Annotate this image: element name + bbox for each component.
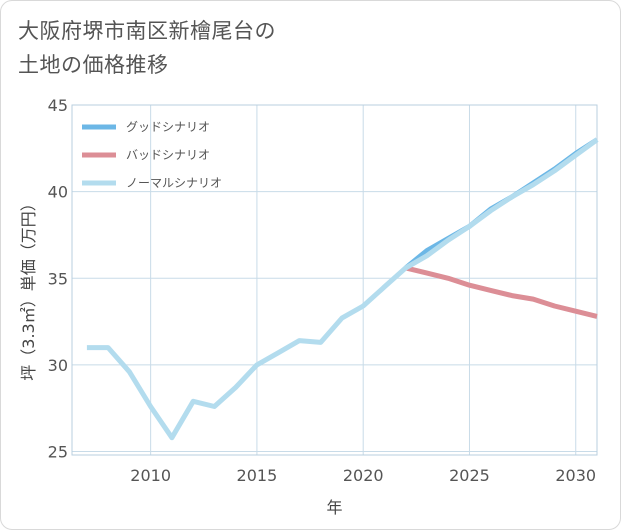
x-axis-label: 年 [326, 498, 342, 517]
y-tick-label: 30 [48, 356, 68, 375]
y-tick-label: 45 [48, 96, 68, 115]
x-axis-ticks: 2010 2015 2020 2025 2030 [130, 466, 596, 485]
x-tick-label: 2025 [449, 466, 490, 485]
y-tick-label: 25 [48, 443, 68, 462]
x-tick-label: 2010 [130, 466, 171, 485]
y-axis-ticks: 25 30 35 40 45 [48, 96, 68, 462]
legend-label-good: グッドシナリオ [126, 120, 210, 134]
legend-label-normal: ノーマルシナリオ [126, 176, 222, 190]
series-layer [86, 137, 599, 441]
x-tick-label: 2030 [555, 466, 596, 485]
x-tick-label: 2015 [237, 466, 278, 485]
page-title: 大阪府堺市南区新檜尾台の 土地の価格推移 [18, 19, 276, 77]
series-line-normal [86, 137, 599, 441]
y-tick-label: 40 [48, 183, 68, 202]
y-tick-label: 35 [48, 269, 68, 288]
y-axis-label: 坪（3.3㎡）単価（万円） [19, 195, 38, 380]
x-tick-label: 2020 [343, 466, 384, 485]
legend-label-bad: バッドシナリオ [126, 148, 210, 162]
series-line-bad [405, 265, 598, 319]
plot-border [71, 104, 598, 456]
